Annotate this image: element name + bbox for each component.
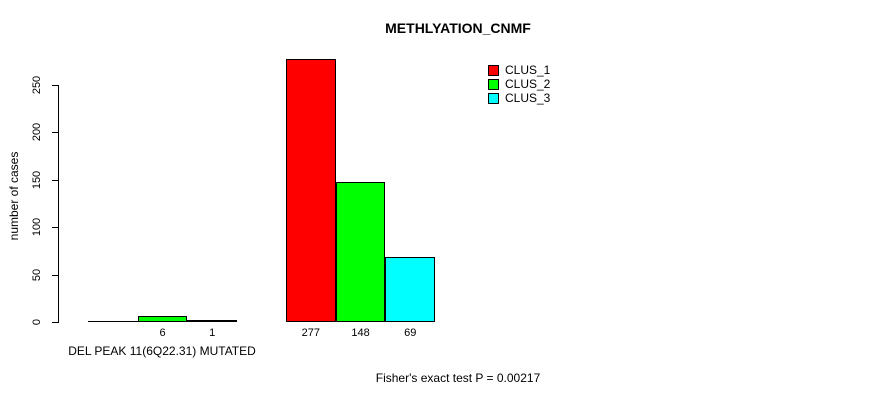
- y-axis-tick: [52, 322, 59, 323]
- y-axis-line: [58, 85, 59, 323]
- legend-item: CLUS_3: [488, 91, 550, 105]
- legend: CLUS_1 CLUS_2 CLUS_3: [488, 63, 550, 105]
- y-axis-tick-label: 0: [31, 318, 43, 326]
- y-axis-tick: [52, 179, 59, 181]
- bar-value-label: 148: [351, 327, 370, 339]
- legend-label: CLUS_3: [505, 91, 551, 105]
- y-axis-label: number of cases: [7, 151, 21, 241]
- y-axis-tick-label: 200: [31, 123, 43, 142]
- bar-clus_1-group2: [286, 59, 336, 322]
- legend-swatch-clus_3: [488, 92, 499, 104]
- legend-item: CLUS_2: [488, 77, 550, 91]
- legend-swatch-clus_2: [488, 78, 499, 90]
- y-axis-tick: [52, 85, 59, 86]
- legend-item: CLUS_1: [488, 63, 550, 77]
- y-axis-tick-label: 250: [31, 75, 43, 95]
- y-axis-tick: [52, 132, 59, 134]
- y-axis-tick: [52, 274, 59, 276]
- legend-label: CLUS_2: [505, 77, 551, 91]
- pvalue-annotation: Fisher's exact test P = 0.00217: [375, 371, 541, 385]
- legend-swatch-clus_1: [488, 64, 499, 76]
- y-axis-tick-label: 50: [31, 268, 43, 281]
- bar-value-label: 6: [159, 327, 166, 339]
- chart-title: METHLYATION_CNMF: [385, 20, 531, 36]
- bar-clus_1-group1: [88, 321, 138, 322]
- x-axis-label: DEL PEAK 11(6Q22.31) MUTATED: [68, 344, 256, 358]
- y-axis-tick-label: 100: [31, 218, 43, 237]
- bar-value-label: 277: [301, 327, 321, 339]
- bar-clus_3-group2: [385, 257, 436, 322]
- bar-clus_3-group1: [187, 320, 238, 322]
- bar-value-label: 1: [209, 327, 216, 339]
- legend-label: CLUS_1: [505, 63, 551, 77]
- bar-clus_2-group1: [137, 316, 188, 322]
- bar-value-label: 69: [404, 327, 417, 339]
- y-axis-tick: [52, 227, 59, 229]
- bar-clus_2-group2: [335, 182, 386, 322]
- y-axis-tick-label: 150: [31, 170, 43, 189]
